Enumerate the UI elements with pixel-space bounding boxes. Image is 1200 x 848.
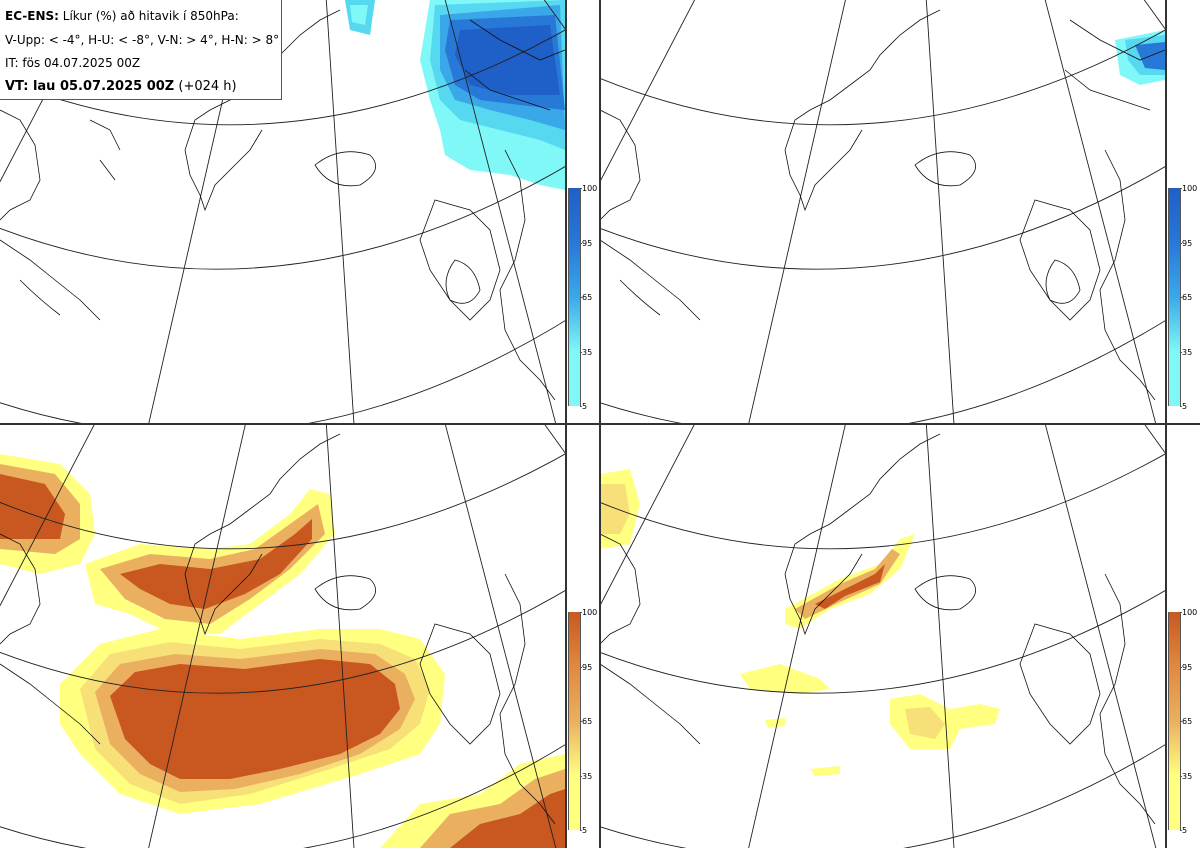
valid-time: VT: lau 05.07.2025 00Z bbox=[5, 78, 175, 94]
colorbar-segment bbox=[568, 721, 581, 776]
colorbar-tick-label: 100 bbox=[579, 608, 598, 617]
colorbar-tick-label: 95 bbox=[579, 238, 593, 248]
coastlines bbox=[600, 9, 1166, 401]
map-panel-cold-moderate: EC-ENS: Líkur (%) að hitavik í 850hPa: V… bbox=[0, 0, 600, 424]
colorbar-segment bbox=[1168, 297, 1181, 352]
panel-edge-right-maps bbox=[599, 0, 601, 848]
graticule bbox=[600, 424, 1200, 848]
probability-field bbox=[1115, 30, 1165, 85]
colorbar-segment bbox=[1168, 721, 1181, 776]
colorbar-tick-label: 35 bbox=[579, 347, 593, 357]
colorbar-tick-label: 65 bbox=[579, 293, 593, 302]
init-time: IT: fös 04.07.2025 00Z bbox=[5, 56, 141, 70]
graticule bbox=[600, 0, 1200, 424]
colorbar-tick-label: 5 bbox=[579, 402, 588, 411]
probability-field bbox=[345, 0, 565, 190]
colorbar-tick-label: 65 bbox=[1179, 293, 1193, 302]
lead-time: (+024 h) bbox=[174, 78, 237, 94]
colorbar-segment bbox=[568, 775, 581, 830]
colorbar-tick-label: 95 bbox=[1179, 662, 1193, 672]
colorbar-segment bbox=[568, 297, 581, 352]
threshold-legend: V-Upp: < -4°, H-U: < -8°, V-N: > 4°, H-N… bbox=[5, 32, 280, 47]
colorbar-segment bbox=[1168, 775, 1181, 830]
colorbar-tick-label: 100 bbox=[1179, 184, 1198, 193]
map-panel-cold-strong bbox=[600, 0, 1200, 424]
map-canvas bbox=[600, 424, 1200, 848]
coastlines bbox=[600, 433, 1156, 825]
colorbar-tick-label: 35 bbox=[1179, 771, 1193, 781]
forecast-info-box: EC-ENS: Líkur (%) að hitavik í 850hPa: V… bbox=[0, 0, 282, 100]
colorbar-tick-label: 65 bbox=[579, 717, 593, 726]
colorbar-segment bbox=[1168, 666, 1181, 721]
colorbar-tick-label: 5 bbox=[1179, 402, 1188, 411]
coastlines bbox=[0, 433, 556, 825]
colorbar-warm-right: 100 95 65 35 5 bbox=[1168, 608, 1198, 842]
colorbar-tick-label: 5 bbox=[1179, 826, 1188, 835]
colorbar-segment bbox=[568, 188, 581, 243]
product-description: Líkur (%) að hitavik í 850hPa: bbox=[58, 9, 239, 23]
colorbar-tick-label: 35 bbox=[1179, 347, 1193, 357]
colorbar-segment bbox=[1168, 188, 1181, 243]
colorbar-cold-right: 100 95 65 35 5 bbox=[1168, 184, 1198, 418]
colorbar-tick-label: 95 bbox=[579, 662, 593, 672]
probability-field bbox=[0, 454, 565, 848]
colorbar-warm-left: 100 95 65 35 5 bbox=[568, 608, 598, 842]
colorbar-segment bbox=[1168, 351, 1181, 406]
map-canvas bbox=[600, 0, 1200, 424]
model-name: EC-ENS: bbox=[5, 9, 59, 23]
colorbar-cold-left: 100 95 65 35 5 bbox=[568, 184, 598, 418]
colorbar-tick-label: 95 bbox=[1179, 238, 1193, 248]
colorbar-segment bbox=[568, 242, 581, 297]
map-panel-warm-moderate bbox=[0, 424, 600, 848]
colorbar-tick-label: 100 bbox=[579, 184, 598, 193]
colorbar-segment bbox=[568, 612, 581, 667]
colorbar-segment bbox=[568, 351, 581, 406]
colorbar-segment bbox=[568, 666, 581, 721]
colorbar-tick-label: 65 bbox=[1179, 717, 1193, 726]
colorbar-tick-label: 100 bbox=[1179, 608, 1198, 617]
colorbar-segment bbox=[1168, 242, 1181, 297]
panel-edge-far-right bbox=[1165, 0, 1167, 848]
colorbar-tick-label: 5 bbox=[579, 826, 588, 835]
map-canvas bbox=[0, 424, 600, 848]
map-panel-warm-strong bbox=[600, 424, 1200, 848]
colorbar-tick-label: 35 bbox=[579, 771, 593, 781]
panel-edge-left-maps bbox=[565, 0, 567, 848]
probability-field bbox=[600, 469, 1000, 776]
colorbar-segment bbox=[1168, 612, 1181, 667]
